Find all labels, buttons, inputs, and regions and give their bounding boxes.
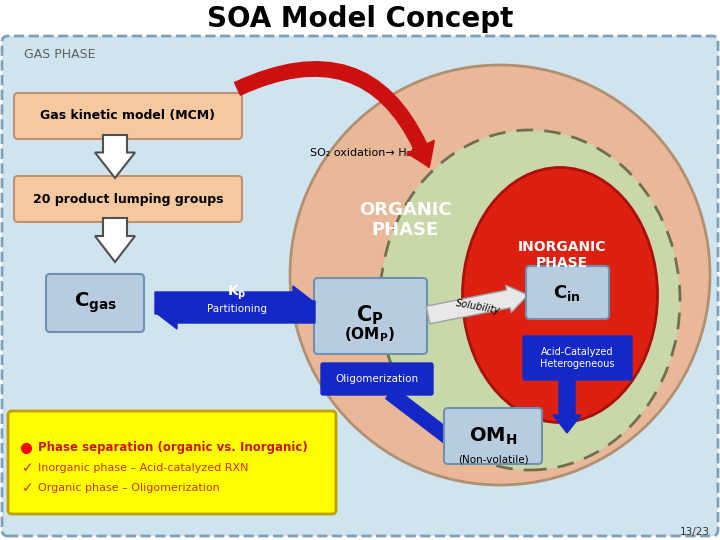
Text: SOA Model Concept: SOA Model Concept [207,5,513,33]
Text: $\mathbf{C_{in}}$: $\mathbf{C_{in}}$ [553,283,581,303]
FancyBboxPatch shape [8,411,336,514]
Text: Organic phase – Oligomerization: Organic phase – Oligomerization [38,483,220,493]
FancyBboxPatch shape [444,408,542,464]
FancyBboxPatch shape [321,363,433,395]
FancyBboxPatch shape [526,266,609,319]
Text: SO₂ oxidation→ H₂SO₄: SO₂ oxidation→ H₂SO₄ [310,148,431,158]
Text: $\mathbf{C_{gas}}$: $\mathbf{C_{gas}}$ [73,291,117,315]
FancyArrow shape [386,387,475,458]
Text: $\mathbf{(OM_P)}$: $\mathbf{(OM_P)}$ [344,326,395,345]
Text: Oligomerization: Oligomerization [336,374,418,384]
FancyBboxPatch shape [523,336,632,380]
Ellipse shape [462,167,657,422]
Text: GAS PHASE: GAS PHASE [24,48,96,61]
Polygon shape [95,135,135,178]
Text: Inorganic phase – Acid-catalyzed RXN: Inorganic phase – Acid-catalyzed RXN [38,463,248,473]
Text: $\mathbf{K_p}$: $\mathbf{K_p}$ [228,284,247,302]
FancyArrow shape [426,285,528,324]
FancyArrow shape [553,378,581,433]
FancyBboxPatch shape [14,93,242,139]
FancyBboxPatch shape [2,36,718,536]
FancyBboxPatch shape [14,176,242,222]
Text: Phase separation (organic vs. Inorganic): Phase separation (organic vs. Inorganic) [38,442,307,455]
Text: ✓: ✓ [22,461,34,475]
Ellipse shape [380,130,680,470]
Text: Gas kinetic model (MCM): Gas kinetic model (MCM) [40,110,215,123]
Polygon shape [95,218,135,262]
Text: $\mathbf{OM_H}$: $\mathbf{OM_H}$ [469,426,517,447]
Text: $\mathbf{C_P}$: $\mathbf{C_P}$ [356,303,384,327]
Ellipse shape [290,65,710,485]
FancyArrowPatch shape [235,62,434,167]
Text: 20 product lumping groups: 20 product lumping groups [32,192,223,206]
Text: (Non-volatile): (Non-volatile) [458,455,528,465]
Text: 13/23: 13/23 [680,527,710,537]
FancyArrow shape [155,286,315,320]
FancyBboxPatch shape [314,278,427,354]
FancyBboxPatch shape [46,274,144,332]
FancyArrow shape [155,295,315,329]
Text: ORGANIC
PHASE: ORGANIC PHASE [359,200,451,239]
Text: ✓: ✓ [22,481,34,495]
Text: INORGANIC
PHASE: INORGANIC PHASE [518,240,606,270]
Text: Acid-Catalyzed
Heterogeneous: Acid-Catalyzed Heterogeneous [540,347,614,369]
Text: Partitioning: Partitioning [207,304,267,314]
Text: Solubility: Solubility [455,298,501,316]
